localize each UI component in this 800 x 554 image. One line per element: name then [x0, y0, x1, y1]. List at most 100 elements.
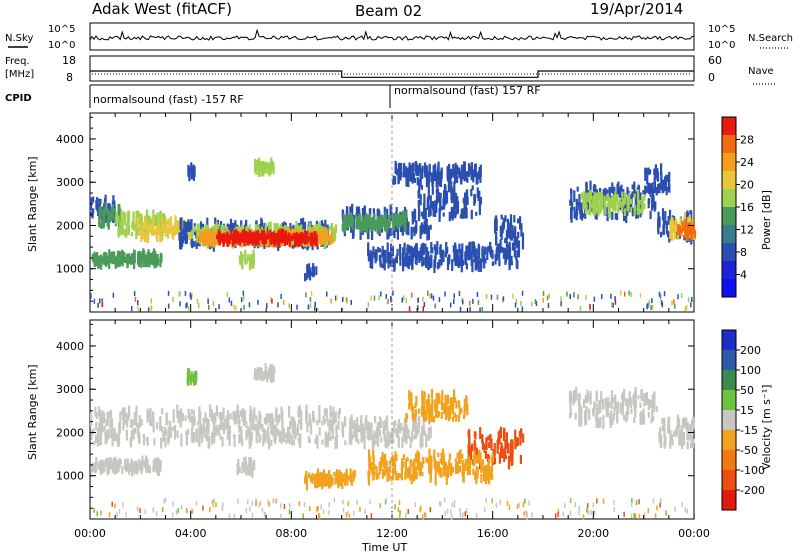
scatter-cell [299, 233, 302, 247]
scatter-cell [542, 291, 545, 296]
scatter-cell [363, 436, 366, 450]
scatter-cell [330, 238, 333, 244]
scatter-cell [618, 186, 621, 198]
scatter-cell [626, 406, 629, 415]
scatter-cell [403, 417, 406, 429]
scatter-cell [371, 252, 374, 262]
scatter-cell [422, 224, 425, 233]
scatter-cell [450, 509, 452, 515]
scatter-cell [434, 303, 436, 309]
scatter-cell [222, 224, 225, 233]
scatter-cell [569, 510, 572, 516]
scatter-cell [641, 419, 644, 425]
scatter-cell [446, 395, 449, 405]
scatter-cell [585, 295, 587, 300]
scatter-cell [429, 195, 432, 210]
scatter-cell [472, 169, 475, 183]
scatter-cell [668, 209, 672, 223]
scatter-cell [328, 237, 332, 246]
scatter-cell [648, 399, 651, 405]
scatter-cell [328, 423, 331, 432]
scatter-cell [511, 242, 514, 251]
scatter-cell [388, 251, 391, 257]
scatter-cell [105, 433, 108, 443]
scatter-cell [653, 181, 656, 194]
scatter-cell [637, 198, 640, 207]
scatter-cell [363, 427, 366, 439]
scatter-cell [430, 406, 433, 418]
scatter-cell [324, 219, 327, 232]
scatter-cell [463, 398, 466, 411]
scatter-cell [318, 221, 321, 235]
scatter-cell [109, 409, 113, 421]
scatter-cell [637, 192, 640, 202]
scatter-cell [470, 189, 473, 197]
scatter-cell [583, 399, 586, 408]
scatter-cell [191, 417, 194, 428]
scatter-cell [370, 218, 373, 223]
scatter-cell [346, 298, 349, 304]
scatter-cell [514, 239, 517, 247]
scatter-cell [367, 302, 370, 307]
scatter-cell [94, 406, 97, 417]
scatter-cell [690, 419, 693, 427]
scatter-cell [497, 431, 500, 439]
scatter-cell [219, 235, 222, 244]
scatter-cell [584, 395, 587, 404]
scatter-cell [293, 435, 296, 440]
scatter-cell [655, 187, 658, 196]
scatter-cell [130, 419, 133, 428]
scatter-cell [438, 297, 441, 303]
scatter-cell [466, 189, 469, 203]
scatter-cell [358, 209, 361, 216]
scatter-cell [639, 203, 642, 211]
scatter-cell [435, 460, 438, 472]
scatter-cell [372, 455, 375, 464]
scatter-cell [100, 206, 103, 220]
scatter-cell [589, 180, 592, 195]
scatter-cell [405, 173, 408, 187]
scatter-cell [115, 211, 118, 218]
scatter-cell [408, 466, 411, 476]
scatter-cell [335, 434, 338, 449]
scatter-cell [328, 509, 330, 515]
scatter-cell [250, 409, 253, 422]
nave-label: Nave [748, 66, 774, 77]
scatter-cell [298, 437, 301, 444]
scatter-cell [445, 190, 449, 203]
scatter-cell [653, 177, 656, 184]
freq-panel: Freq. [MHz] 18 8 60 0 Nave [5, 54, 775, 85]
scatter-cell [143, 460, 146, 466]
scatter-cell [447, 181, 450, 193]
scatter-cell [473, 252, 476, 263]
scatter-cell [614, 296, 616, 302]
scatter-cell [256, 427, 259, 437]
scatter-cell [439, 467, 442, 475]
scatter-cell [352, 227, 355, 238]
scatter-cell [496, 294, 499, 300]
scatter-cell [585, 208, 588, 214]
scatter-cell [495, 247, 498, 260]
scatter-cell [176, 430, 179, 438]
scatter-cell [395, 222, 398, 233]
scatter-cell [267, 367, 271, 378]
scatter-cell [260, 367, 263, 379]
scatter-cell [650, 305, 652, 311]
scatter-cell [497, 438, 500, 450]
scatter-cell [156, 212, 159, 225]
scatter-cell [661, 302, 664, 308]
scatter-cell [498, 452, 501, 464]
scatter-cell [452, 416, 455, 422]
scatter-cell [599, 191, 602, 201]
scatter-cell [481, 248, 484, 257]
scatter-cell [103, 412, 106, 424]
scatter-cell [617, 401, 620, 414]
scatter-cell [179, 301, 181, 307]
scatter-cell [455, 414, 458, 419]
scatter-cell [400, 466, 403, 481]
scatter-cell [399, 510, 401, 516]
scatter-cell [646, 186, 649, 193]
scatter-cell [584, 197, 587, 206]
scatter-cell [322, 223, 325, 230]
